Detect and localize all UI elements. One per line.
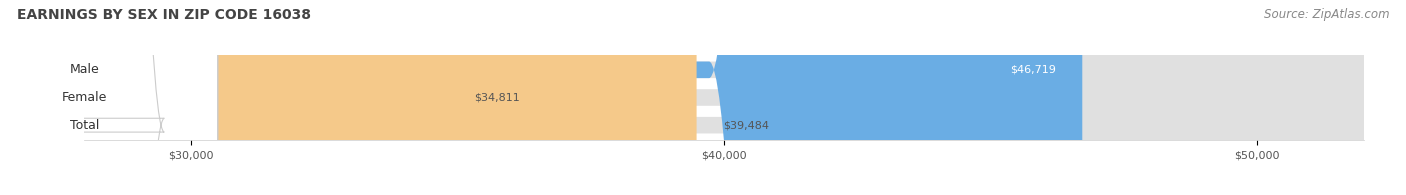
Text: $39,484: $39,484 <box>723 120 769 130</box>
Text: $34,811: $34,811 <box>474 92 520 103</box>
FancyBboxPatch shape <box>0 0 218 195</box>
FancyBboxPatch shape <box>84 0 1083 195</box>
Text: $46,719: $46,719 <box>1010 65 1056 75</box>
FancyBboxPatch shape <box>84 0 1364 195</box>
FancyBboxPatch shape <box>75 0 457 195</box>
FancyBboxPatch shape <box>0 0 218 195</box>
FancyBboxPatch shape <box>0 0 218 195</box>
Text: Male: Male <box>69 63 100 76</box>
Text: EARNINGS BY SEX IN ZIP CODE 16038: EARNINGS BY SEX IN ZIP CODE 16038 <box>17 8 311 22</box>
Text: Female: Female <box>62 91 107 104</box>
Text: Source: ZipAtlas.com: Source: ZipAtlas.com <box>1264 8 1389 21</box>
Text: Total: Total <box>70 119 98 132</box>
FancyBboxPatch shape <box>84 0 1364 195</box>
FancyBboxPatch shape <box>84 0 696 195</box>
FancyBboxPatch shape <box>84 0 1364 195</box>
